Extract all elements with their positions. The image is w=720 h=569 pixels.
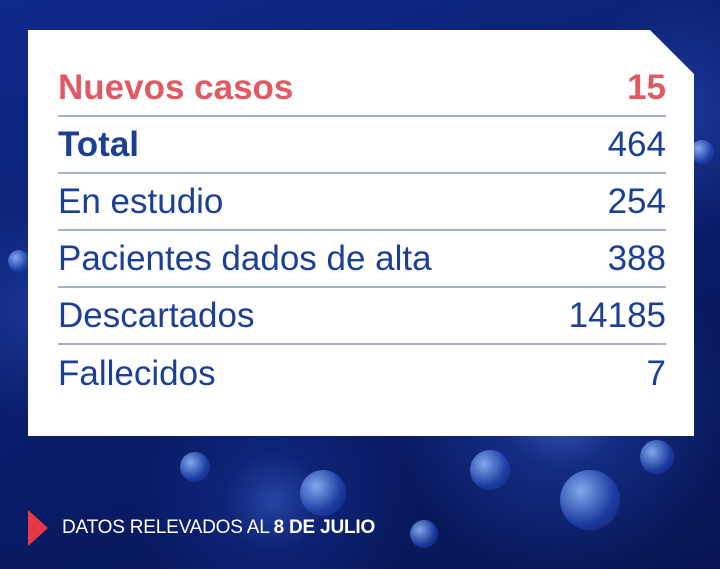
virus-particle-decoration [470, 450, 510, 490]
virus-particle-decoration [180, 452, 210, 482]
virus-particle-decoration [560, 470, 620, 530]
stats-table: Nuevos casos 15 Total 464 En estudio 254… [58, 60, 666, 402]
stat-label: Nuevos casos [58, 67, 294, 107]
stat-value: 388 [607, 238, 666, 278]
virus-particle-decoration [300, 470, 346, 516]
footer-prefix: DATOS RELEVADOS AL [62, 517, 270, 538]
arrow-icon [28, 510, 48, 546]
stat-row-total: Total 464 [58, 117, 666, 174]
virus-particle-decoration [640, 440, 674, 474]
stat-label: En estudio [58, 181, 224, 221]
footer-date: 8 DE JULIO [273, 517, 376, 538]
stat-label: Pacientes dados de alta [58, 238, 432, 278]
stat-label: Total [58, 124, 140, 164]
virus-particle-decoration [410, 520, 438, 548]
stat-row-in-study: En estudio 254 [58, 174, 666, 231]
stat-value: 254 [607, 181, 666, 221]
stat-value: 15 [627, 67, 666, 107]
virus-particle-decoration [8, 250, 30, 272]
stat-value: 7 [646, 353, 666, 393]
footer-note: DATOS RELEVADOS AL 8 DE JULIO [28, 510, 375, 546]
stat-label: Descartados [58, 295, 255, 335]
stat-row-discarded: Descartados 14185 [58, 288, 666, 345]
stat-label: Fallecidos [58, 353, 216, 393]
footer-text: DATOS RELEVADOS AL 8 DE JULIO [62, 517, 375, 539]
stat-row-discharged: Pacientes dados de alta 388 [58, 231, 666, 288]
stat-row-deceased: Fallecidos 7 [58, 345, 666, 402]
stat-row-new-cases: Nuevos casos 15 [58, 60, 666, 117]
stat-value: 14185 [568, 295, 666, 335]
stats-card [28, 30, 694, 436]
virus-particle-decoration [690, 140, 714, 164]
stat-value: 464 [607, 124, 666, 164]
